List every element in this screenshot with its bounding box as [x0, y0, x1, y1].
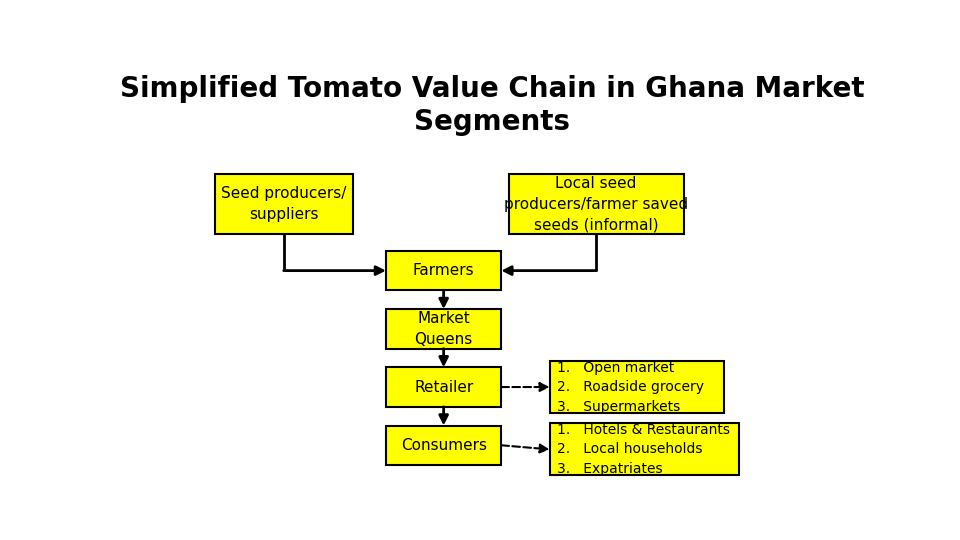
- Text: Segments: Segments: [414, 109, 570, 137]
- FancyBboxPatch shape: [386, 251, 501, 291]
- FancyBboxPatch shape: [386, 367, 501, 407]
- FancyBboxPatch shape: [386, 426, 501, 465]
- FancyBboxPatch shape: [386, 309, 501, 349]
- FancyBboxPatch shape: [215, 174, 352, 234]
- Text: Local seed
producers/farmer saved
seeds (informal): Local seed producers/farmer saved seeds …: [504, 176, 688, 233]
- Text: Market
Queens: Market Queens: [415, 311, 472, 347]
- Text: Seed producers/
suppliers: Seed producers/ suppliers: [221, 186, 347, 222]
- Text: Farmers: Farmers: [413, 263, 474, 278]
- Text: 1.   Hotels & Restaurants
2.   Local households
3.   Expatriates: 1. Hotels & Restaurants 2. Local househo…: [557, 423, 731, 476]
- FancyBboxPatch shape: [550, 361, 725, 413]
- FancyBboxPatch shape: [509, 174, 684, 234]
- Text: Consumers: Consumers: [400, 438, 487, 453]
- Text: 1.   Open market
2.   Roadside grocery
3.   Supermarkets: 1. Open market 2. Roadside grocery 3. Su…: [557, 361, 704, 414]
- Text: Simplified Tomato Value Chain in Ghana Market: Simplified Tomato Value Chain in Ghana M…: [120, 75, 864, 103]
- FancyBboxPatch shape: [550, 423, 739, 475]
- Text: Retailer: Retailer: [414, 380, 473, 395]
